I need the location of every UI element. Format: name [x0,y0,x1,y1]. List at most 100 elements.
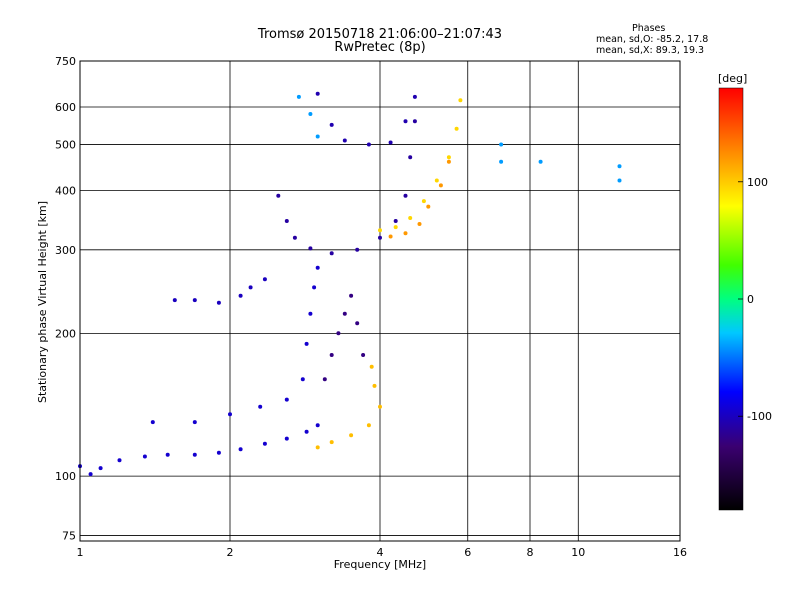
grid-lines [79,60,681,541]
data-point [228,412,232,417]
data-point [98,466,103,471]
x-tick-label: 2 [227,546,234,559]
data-point [336,331,341,336]
data-point [454,126,459,131]
data-point [408,155,413,160]
data-point [329,353,334,357]
data-point [342,311,347,316]
data-point [372,383,377,388]
plot-frame [79,60,681,542]
data-point [308,112,313,116]
data-point [322,377,327,382]
data-point [117,458,122,463]
x-tick-label: 16 [673,546,687,559]
data-point [315,423,320,428]
chart-subtitle: RwPretec (8p) [334,40,426,55]
y-tick-label: 400 [55,185,76,198]
data-point [238,293,243,298]
stats-line-x: mean, sd,X: 89.3, 19.3 [596,45,705,56]
colorbar-ticks: 100 0 -100 [738,176,772,423]
data-point [238,447,243,452]
data-point [172,298,177,303]
data-point [296,94,301,99]
data-point [262,441,267,446]
data-point [421,199,426,204]
data-point [312,285,317,290]
data-point [499,159,504,164]
data-point [315,445,320,450]
data-point [142,454,147,459]
data-point [192,452,197,457]
data-point [284,219,289,223]
data-point [342,138,347,143]
data-point [150,420,155,425]
data-point [378,228,382,233]
stats-line-o: mean, sd,O: -85.2, 17.8 [596,34,709,45]
data-point [417,222,422,226]
data-point [499,142,504,147]
data-point [538,159,543,164]
data-point [216,300,221,305]
data-points [78,91,622,477]
data-point [300,377,305,382]
x-tick-label: 4 [377,546,384,559]
data-point [315,91,320,96]
y-tick-label: 600 [55,101,76,114]
x-tick-label: 10 [571,546,585,559]
y-axis-label: Stationary phase Virtual Height [km] [36,201,49,403]
data-point [329,122,334,127]
data-point [262,277,267,282]
colorbar-tick-label: -100 [747,410,772,423]
data-point [284,397,289,402]
data-point [355,321,360,326]
data-point [412,94,417,99]
data-point [355,247,360,252]
stats-title: Phases [632,23,666,34]
data-point [393,225,398,230]
data-point [369,364,374,369]
chart-title: Tromsø 20150718 21:06:00–21:07:43 [257,27,503,42]
data-point [403,231,408,236]
data-point [393,219,398,223]
data-point [315,265,320,270]
data-point [446,159,451,164]
y-tick-label: 300 [55,244,76,257]
data-point [617,178,622,183]
data-point [248,285,253,290]
data-point [258,404,263,409]
data-point [308,246,313,251]
data-point [304,429,309,434]
data-point [438,183,443,188]
x-tick-label: 8 [527,546,534,559]
data-point [361,353,366,357]
y-tick-label: 100 [55,470,76,483]
axes: 1 2 4 6 8 10 16 75 100 200 300 400 500 600 750 [55,55,687,559]
data-point [284,436,289,441]
data-point [388,234,393,239]
data-point [378,404,382,409]
data-point [412,119,417,124]
data-point [426,204,431,209]
x-axis-label: Frequency [MHz] [334,558,426,571]
y-tick-label: 200 [55,327,76,340]
data-point [276,193,281,198]
data-point [403,119,408,124]
data-point [192,298,197,303]
data-point [366,423,371,428]
data-point [349,293,354,298]
data-point [388,140,393,145]
data-point [192,420,197,425]
data-point [446,155,451,160]
data-point [458,98,463,103]
colorbar-label: [deg] [718,72,747,85]
data-point [329,440,334,445]
data-point [617,164,622,169]
data-point [434,178,439,183]
data-point [329,251,334,256]
data-point [88,472,93,477]
data-point [378,235,382,240]
data-point [349,433,354,438]
data-point [304,341,309,346]
data-point [216,450,221,455]
